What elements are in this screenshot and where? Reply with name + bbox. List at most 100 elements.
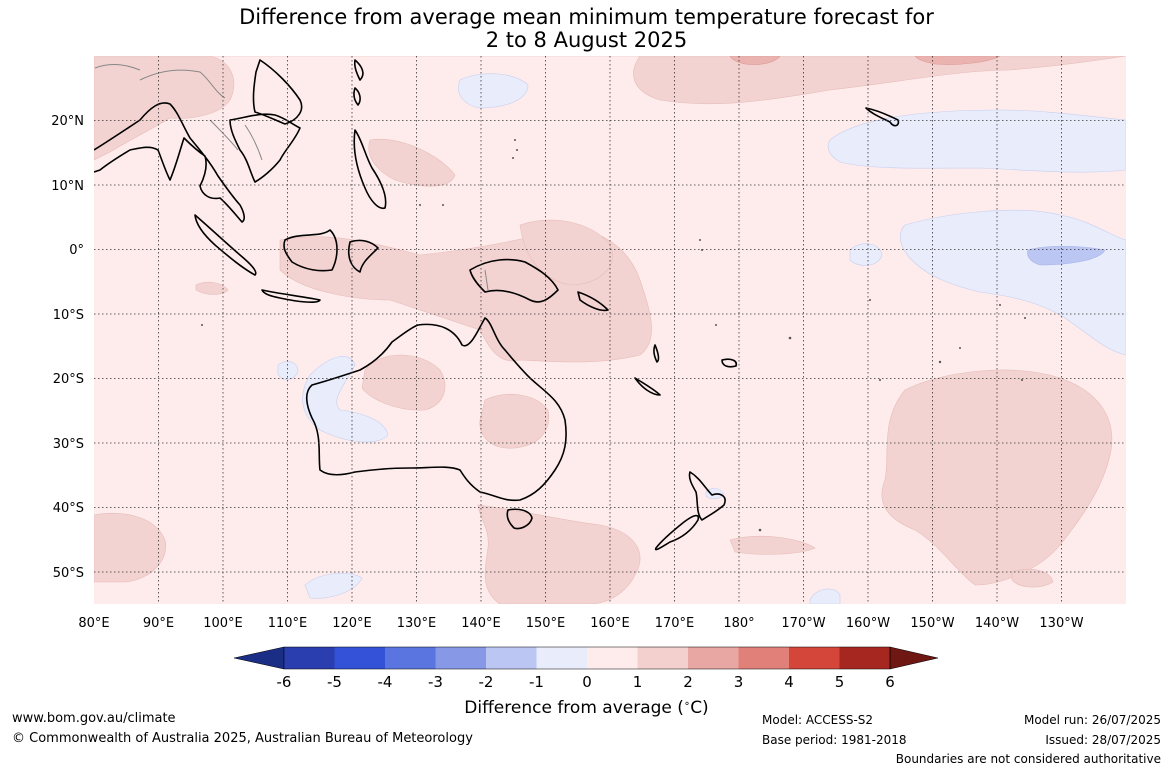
lon-tick-label: 140°E [461, 616, 501, 631]
colorbar-unit: C) [690, 698, 709, 718]
colorbar-segment [587, 647, 638, 669]
colorbar-label: -1 [529, 673, 544, 691]
coastlines [94, 59, 900, 551]
anomaly-regions [94, 56, 1126, 604]
asia-mainland-coast [94, 102, 245, 223]
hot-region-north-east [914, 56, 1001, 65]
colorbar-label: 1 [633, 673, 643, 691]
colorbar-label: -5 [327, 673, 342, 691]
colorbar-label: -2 [479, 673, 494, 691]
colorbar-segment [334, 647, 385, 669]
map-gridlines [94, 56, 1126, 604]
country-borders [94, 63, 489, 291]
lon-tick-label: 150°E [526, 616, 566, 631]
java-coast [261, 289, 321, 303]
cold-region-equatorial [1027, 245, 1106, 266]
colorbar-segment [385, 647, 436, 669]
colorbar-label: 0 [582, 673, 592, 691]
model-name: Model: ACCESS-S2 [762, 713, 874, 727]
new-guinea-coast [469, 258, 559, 303]
colorbar-title: Difference from average (∘C) [0, 698, 1173, 718]
new-caledonia-coast [634, 377, 661, 396]
warm-region-southern-indian [94, 512, 167, 583]
colorbar-segment [789, 647, 840, 669]
warm-region-east-asia [94, 56, 235, 161]
hawaii-coast [865, 107, 900, 127]
forecast-map: 80°E 90°E 100°E 110°E 120°E 130°E 140°E … [51, 56, 1126, 691]
lat-tick-label: 40°S [53, 501, 84, 516]
indochina-coast [229, 113, 301, 183]
colorbar-segment [486, 647, 537, 669]
cool-region-hawaii [827, 109, 1126, 173]
warm-region-south-pacific-small [1011, 569, 1054, 588]
lat-tick-label: 20°S [53, 372, 84, 387]
lon-tick-label: 80°E [78, 616, 109, 631]
lon-tick-label: 140°W [975, 616, 1019, 631]
colorbar-high-arrow [889, 646, 939, 670]
colorbar-segment [839, 647, 890, 669]
borneo-coast [283, 229, 338, 272]
warm-region-north-pacific [214, 56, 1126, 105]
lon-tick-label: 150°W [910, 616, 954, 631]
model-run-date: Model run: 26/07/2025 [1023, 713, 1161, 727]
cool-region-south-pacific [809, 588, 841, 604]
nz-north-island [688, 471, 726, 521]
colorbar-labels: -6 -5 -4 -3 -2 -1 0 1 2 3 4 5 6 [277, 673, 895, 691]
sumatra-coast [194, 214, 257, 276]
bom-url-link[interactable]: www.bom.gov.au/climate [12, 711, 176, 726]
lat-tick-label: 50°S [53, 566, 84, 581]
colorbar-segment [688, 647, 739, 669]
fiji-coast [721, 358, 738, 368]
colorbar-label: -3 [428, 673, 443, 691]
lon-tick-label: 100°E [203, 616, 243, 631]
lon-tick-label: 90°E [143, 616, 174, 631]
lon-tick-label: 170°W [781, 616, 825, 631]
china-coast [252, 59, 303, 125]
colorbar-label: -4 [378, 673, 393, 691]
australia-coast [305, 317, 567, 502]
colorbar-label: 6 [885, 673, 895, 691]
lon-tick-label: 120°E [332, 616, 372, 631]
warm-region-coral-sea [519, 219, 613, 286]
colorbar-title-text: Difference from average ( [464, 698, 684, 718]
philippines-coast [353, 129, 387, 210]
lon-tick-label: 130°E [397, 616, 437, 631]
degree-symbol: ∘ [683, 698, 691, 710]
issued-date: Issued: 28/07/2025 [1045, 733, 1161, 747]
sulawesi-coast [347, 239, 379, 273]
colorbar-segment [284, 647, 335, 669]
lon-tick-label: 180° [723, 616, 754, 631]
lat-tick-labels: 20°N 10°N 0° 10°S 20°S 30°S 40°S 50°S [51, 114, 84, 581]
warm-region-central-australia [479, 394, 550, 449]
nz-south-island [654, 514, 700, 551]
lon-tick-label: 160°E [590, 616, 630, 631]
colorbar-label: 3 [734, 673, 744, 691]
copyright-text: © Commonwealth of Australia 2025, Austra… [12, 731, 473, 746]
warm-region-tasman [477, 504, 641, 604]
lat-tick-label: 30°S [53, 437, 84, 452]
colorbar-segment [637, 647, 688, 669]
lon-tick-label: 110°E [268, 616, 308, 631]
colorbar-label: 2 [683, 673, 693, 691]
taiwan-coast [353, 87, 361, 106]
cool-region-indian [277, 361, 299, 381]
cool-region-southern [304, 573, 363, 599]
solomon-coast [577, 291, 609, 312]
boundaries-disclaimer: Boundaries are not considered authoritat… [895, 752, 1161, 766]
lon-tick-label: 170°E [655, 616, 695, 631]
hot-region-north [729, 56, 781, 65]
colorbar-label: 5 [835, 673, 845, 691]
colorbar [233, 646, 939, 670]
colorbar-low-arrow [233, 646, 285, 670]
lat-tick-label: 10°N [51, 179, 84, 194]
warm-region-west-australia [361, 354, 446, 411]
lon-tick-labels: 80°E 90°E 100°E 110°E 120°E 130°E 140°E … [78, 616, 1083, 631]
map-title-line2: 2 to 8 August 2025 [485, 28, 688, 52]
cool-region-central-pacific [849, 243, 883, 266]
warm-region-west-indian [195, 281, 229, 295]
japan-coast [353, 59, 364, 81]
colorbar-label: 4 [784, 673, 794, 691]
colorbar-segment [536, 647, 587, 669]
lat-tick-label: 0° [69, 243, 84, 258]
lon-tick-label: 160°W [846, 616, 890, 631]
